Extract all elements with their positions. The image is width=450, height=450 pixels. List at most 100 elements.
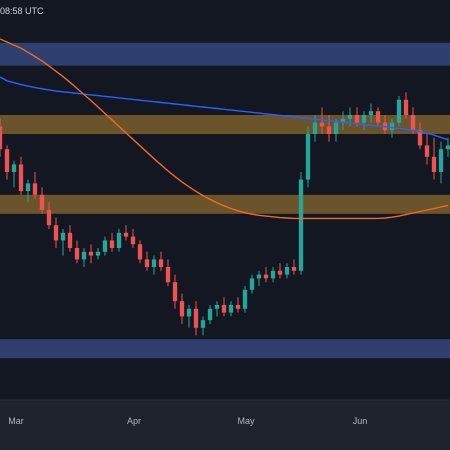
candle: [179, 293, 185, 324]
candle-body: [207, 308, 213, 321]
candle: [361, 111, 367, 131]
candle-body: [25, 183, 31, 191]
candle-body: [396, 99, 402, 123]
candle-body: [319, 122, 325, 127]
candle: [172, 274, 178, 309]
candle-body: [403, 99, 409, 115]
candle-body: [333, 122, 339, 134]
candle: [375, 107, 381, 127]
candle-body: [424, 145, 430, 157]
candle-body: [165, 267, 171, 283]
candle: [193, 301, 199, 336]
candle-body: [179, 301, 185, 317]
candle-body: [123, 232, 129, 237]
candle-body: [312, 122, 318, 134]
candle: [39, 187, 45, 214]
candle: [88, 244, 94, 264]
candle-body: [214, 305, 220, 309]
candle-body: [74, 248, 80, 260]
time-axis-label: Mar: [8, 416, 24, 426]
candle-body: [158, 259, 164, 267]
candle-body: [0, 126, 3, 150]
candle-body: [221, 305, 227, 313]
candle-body: [368, 111, 374, 115]
candle: [340, 111, 346, 131]
orange-moving-average-line: [0, 38, 449, 220]
candle: [396, 96, 402, 127]
time-axis-label: Apr: [127, 416, 141, 426]
candle: [291, 259, 297, 275]
header-timestamp: 08:58 UTC: [0, 6, 44, 16]
candle-body: [438, 149, 444, 172]
candle-body: [53, 225, 59, 241]
candle-body: [186, 308, 192, 317]
candle-body: [46, 210, 52, 226]
candle-body: [445, 145, 450, 150]
time-axis-strip: [0, 400, 450, 450]
candle-body: [340, 118, 346, 123]
candle: [102, 236, 108, 256]
candle-body: [305, 134, 311, 180]
candle: [67, 225, 73, 252]
candle: [144, 251, 150, 271]
lower-orange-zone: [0, 194, 450, 214]
upper-blue-zone: [0, 42, 450, 66]
candle: [165, 259, 171, 286]
candle-body: [249, 278, 255, 290]
candle: [445, 137, 450, 157]
time-axis-ticks: Mar Apr May Jun: [8, 416, 367, 426]
candle: [151, 255, 157, 275]
candle-body: [326, 126, 332, 134]
candle-body: [235, 305, 241, 309]
candle-body: [81, 251, 87, 260]
candle-body: [32, 183, 38, 195]
time-axis-label: May: [237, 416, 255, 426]
candle-body: [431, 156, 437, 172]
candle: [123, 225, 129, 241]
candle-body: [200, 320, 206, 328]
candle: [53, 217, 59, 248]
candle: [221, 297, 227, 317]
candle: [403, 92, 409, 119]
candle: [4, 145, 10, 180]
candle-body: [102, 240, 108, 252]
candle: [74, 240, 80, 264]
candle: [417, 122, 423, 150]
candle: [0, 118, 3, 157]
candle: [263, 267, 269, 283]
candle-body: [4, 149, 10, 172]
candle-body: [256, 274, 262, 279]
candle: [130, 229, 136, 248]
candle: [109, 232, 115, 252]
candle-body: [39, 194, 45, 210]
candle-body: [228, 305, 234, 313]
candle: [333, 118, 339, 142]
candle-body: [270, 270, 276, 279]
candle-body: [116, 232, 122, 248]
candle-body: [172, 282, 178, 302]
candle-body: [361, 115, 367, 123]
candle-body: [410, 115, 416, 131]
candle: [60, 229, 66, 256]
moving-averages-layer: [0, 38, 449, 220]
candle-body: [242, 289, 248, 309]
blue-moving-average-line: [0, 76, 449, 141]
candle: [235, 297, 241, 313]
candle-body: [375, 111, 381, 123]
candle-body: [417, 130, 423, 146]
candle-body: [130, 236, 136, 245]
candle-body: [354, 115, 360, 123]
candle: [25, 179, 31, 203]
candle-body: [60, 232, 66, 241]
candle-body: [109, 240, 115, 248]
candle: [284, 263, 290, 279]
candle: [228, 301, 234, 317]
candle: [116, 229, 122, 252]
candle: [326, 115, 332, 142]
candle-body: [67, 232, 73, 248]
candle-body: [144, 259, 150, 267]
candles-layer: [0, 92, 450, 336]
candle: [11, 160, 17, 188]
